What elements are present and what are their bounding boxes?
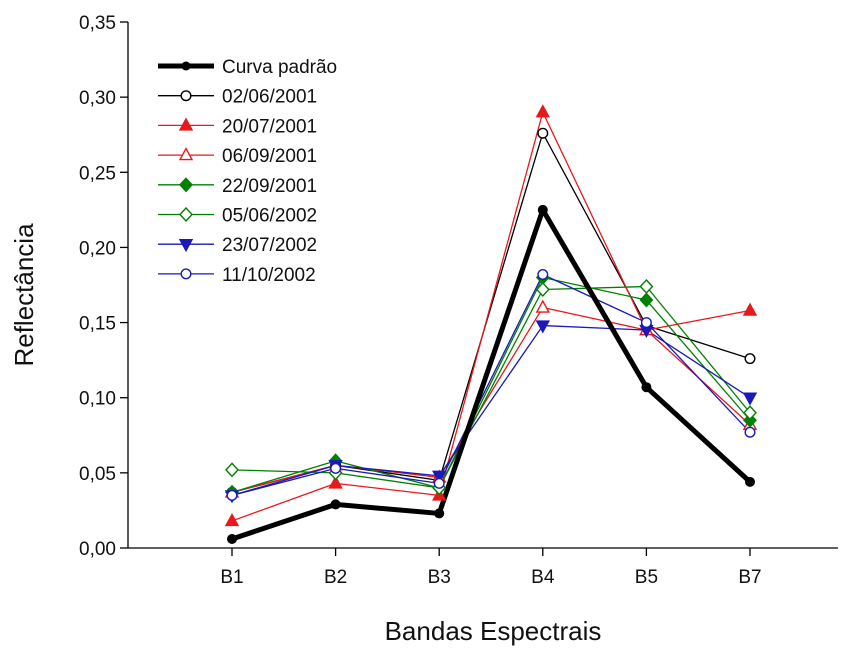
axes: [127, 22, 838, 549]
data-point: [639, 278, 654, 295]
legend-swatch-marker: [178, 238, 194, 253]
data-point: [330, 499, 341, 510]
data-point: [641, 382, 652, 393]
legend-swatch-marker: [178, 147, 194, 161]
legend-label: 20/07/2001: [222, 116, 317, 137]
data-point: [640, 317, 652, 329]
data-point: [537, 127, 549, 139]
data-point: [226, 489, 238, 501]
data-point: [639, 292, 654, 308]
series-line: [231, 207, 752, 542]
data-point: [743, 405, 757, 421]
data-point: [328, 475, 343, 489]
legend-label: 23/07/2002: [222, 235, 317, 256]
y-tick-label: 0,15: [79, 314, 116, 335]
y-tick-label: 0,30: [79, 88, 116, 109]
x-tick-label: B5: [635, 567, 658, 588]
series-line: [231, 276, 751, 494]
legend-label: 11/10/2002: [222, 265, 316, 286]
data-point: [535, 281, 550, 298]
series-markers: [224, 104, 758, 544]
data-point: [433, 477, 445, 489]
data-point: [225, 462, 239, 478]
legend-label: 22/09/2001: [222, 176, 317, 197]
legend-swatch-marker: [180, 90, 192, 102]
x-tick-label: B7: [738, 567, 761, 588]
data-point: [745, 476, 755, 487]
legend-swatch-marker: [179, 177, 193, 193]
data-point: [224, 512, 240, 527]
legend-swatch-marker: [180, 268, 192, 280]
x-tick-label: B1: [220, 567, 243, 588]
legend-label: 02/06/2001: [222, 87, 317, 108]
x-axis-ticks: B1 B2 B3 B4 B5 B7: [220, 548, 762, 588]
series-lines: [231, 111, 752, 542]
data-point: [330, 462, 342, 474]
legend-label: 06/09/2001: [222, 146, 317, 167]
y-tick-label: 0,05: [79, 464, 116, 485]
data-point: [537, 204, 548, 215]
y-tick-label: 0,35: [79, 13, 116, 34]
data-point: [535, 104, 550, 118]
data-point: [744, 426, 756, 438]
y-tick-label: 0,10: [79, 389, 116, 410]
legend-swatch-marker: [179, 206, 193, 223]
data-point: [744, 353, 756, 365]
data-point: [535, 320, 550, 334]
data-point: [742, 392, 758, 406]
data-point: [432, 470, 447, 484]
data-point: [537, 268, 549, 280]
data-point: [742, 302, 758, 316]
series-line: [231, 273, 751, 497]
legend-swatch-marker: [181, 61, 191, 71]
y-axis-ticks: 0,00 0,05 0,10 0,15 0,20 0,25 0,30 0,35: [79, 13, 128, 560]
x-tick-label: B2: [324, 567, 347, 588]
data-point: [227, 533, 237, 544]
x-tick-label: B4: [531, 567, 555, 588]
y-tick-label: 0,25: [79, 163, 116, 184]
series-line: [231, 285, 751, 489]
legend-label: Curva padrão: [222, 57, 337, 78]
legend-swatch-marker: [178, 117, 194, 131]
series-line: [231, 111, 751, 522]
data-point: [535, 299, 550, 313]
y-tick-label: 0,00: [79, 539, 116, 560]
y-axis-title: Reflectância: [9, 223, 39, 367]
x-tick-label: B3: [428, 567, 451, 588]
y-tick-label: 0,20: [79, 238, 116, 259]
legend-label: 05/06/2002: [222, 206, 317, 227]
data-point: [434, 508, 445, 519]
legend: Curva padrão 02/06/2001 20/07/2001 06/09/20…: [158, 57, 337, 286]
x-axis-title: Bandas Espectrais: [385, 616, 602, 646]
